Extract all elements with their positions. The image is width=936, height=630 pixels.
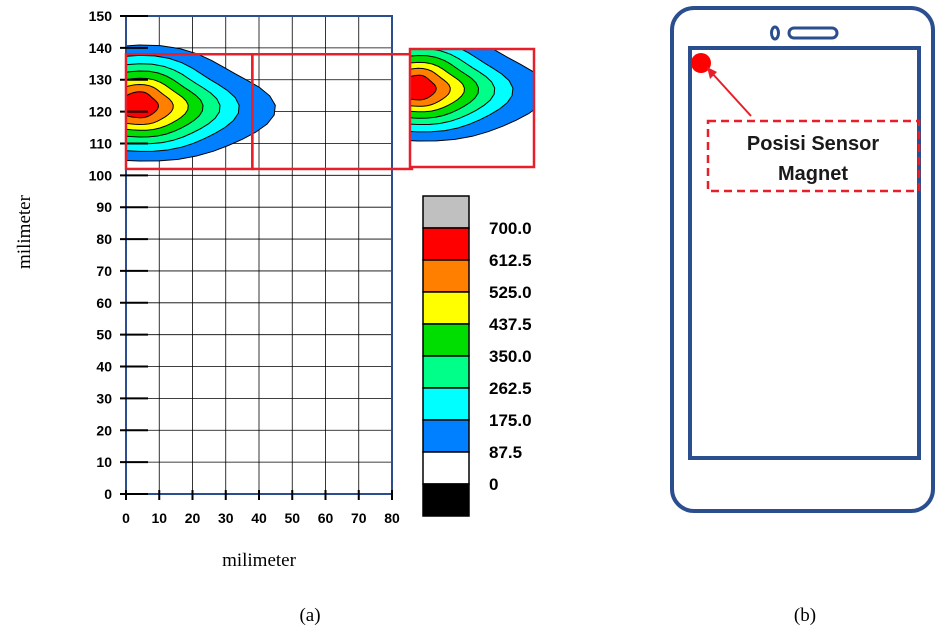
- y-tick-label: 80: [96, 231, 112, 247]
- y-tick-label: 120: [89, 104, 113, 120]
- y-tick-label: 140: [89, 40, 113, 56]
- legend-swatch: [422, 259, 470, 293]
- y-tick-label: 110: [89, 135, 112, 151]
- legend-label: 612.5: [489, 251, 532, 270]
- callout-line-2: Magnet: [778, 163, 848, 185]
- x-tick-label: 30: [218, 510, 234, 526]
- contour-band: [410, 74, 437, 101]
- legend-swatch: [422, 451, 470, 485]
- y-tick-label: 100: [89, 167, 113, 183]
- legend-swatch: [422, 355, 470, 389]
- y-tick-label: 90: [96, 199, 112, 215]
- legend-swatch: [422, 483, 470, 517]
- y-tick-label: 10: [96, 454, 112, 470]
- inset-frame: [408, 47, 536, 169]
- callout-box: [706, 119, 921, 193]
- x-tick-label: 80: [384, 510, 400, 526]
- y-tick-label: 70: [96, 263, 112, 279]
- y-axis-label: milimeter: [14, 194, 35, 269]
- caption-b: (b): [794, 605, 816, 626]
- y-tick-label: 150: [89, 8, 113, 24]
- x-tick-label: 20: [185, 510, 201, 526]
- camera-icon: [770, 25, 780, 41]
- legend-label: 525.0: [489, 283, 532, 302]
- legend-swatch: [422, 419, 470, 453]
- x-axis: 0 10 20 30 40 50 60 70 80: [122, 490, 400, 526]
- x-tick-label: 10: [151, 510, 167, 526]
- legend-label: 87.5: [489, 443, 522, 462]
- y-tick-label: 60: [96, 295, 112, 311]
- heatmap-contours: [126, 44, 276, 162]
- speaker-icon: [787, 26, 839, 40]
- x-tick-label: 50: [284, 510, 300, 526]
- y-tick-label: 40: [96, 359, 112, 375]
- y-tick-label: 30: [96, 390, 112, 406]
- x-tick-label: 40: [251, 510, 267, 526]
- legend-label: 700.0: [489, 219, 532, 238]
- legend-label: 175.0: [489, 411, 532, 430]
- callout-arrow: [710, 71, 752, 117]
- legend-swatch: [422, 195, 470, 229]
- y-tick-label: 20: [96, 422, 112, 438]
- legend-label: 262.5: [489, 379, 532, 398]
- sensor-marker: [691, 53, 711, 73]
- x-tick-label: 60: [318, 510, 334, 526]
- legend-swatch: [422, 291, 470, 325]
- x-tick-label: 70: [351, 510, 367, 526]
- legend-label: 350.0: [489, 347, 532, 366]
- phone-diagram: Posisi Sensor Magnet: [670, 6, 935, 513]
- heatmap-panel: 0 10 20 30 40 50 60 70 80 90 100 110 120 130 140 150 0 1…: [89, 8, 414, 526]
- x-tick-label: 0: [122, 510, 130, 526]
- legend-swatch: [422, 227, 470, 261]
- legend-label: 0: [489, 475, 498, 494]
- legend-label: 437.5: [489, 315, 532, 334]
- hotspot-inset: [408, 47, 536, 169]
- legend-swatch: [422, 387, 470, 421]
- y-axis: 0 10 20 30 40 50 60 70 80 90 100 110 120 130 140 150: [89, 8, 148, 502]
- legend-swatch: [422, 323, 470, 357]
- y-tick-label: 130: [89, 72, 113, 88]
- phone-screen: [688, 46, 921, 460]
- y-tick-label: 50: [96, 327, 112, 343]
- y-tick-label: 0: [104, 486, 112, 502]
- callout-line-1: Posisi Sensor: [747, 133, 879, 155]
- caption-a: (a): [299, 605, 320, 626]
- x-axis-label: milimeter: [222, 550, 297, 571]
- arrow-head-icon: [707, 67, 717, 79]
- color-legend: 700.0 612.5 525.0 437.5 350.0 262.5 175.0 87.5 0: [422, 195, 532, 517]
